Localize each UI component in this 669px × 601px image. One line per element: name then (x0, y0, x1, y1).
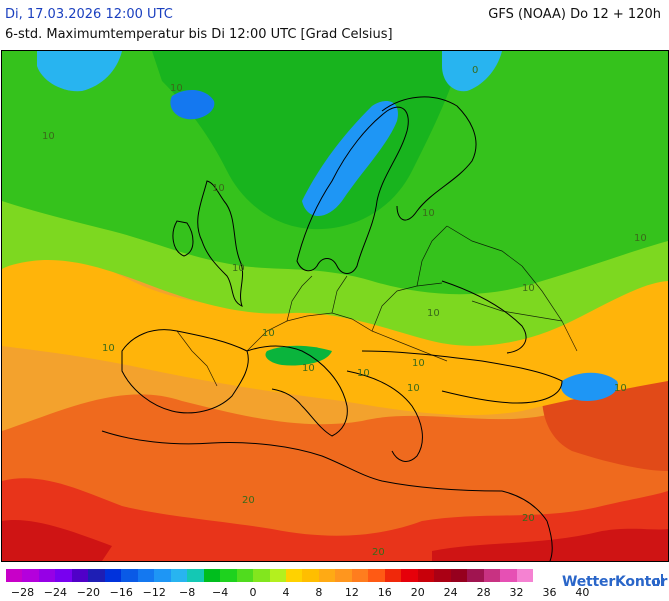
contour-label: 20 (242, 495, 255, 506)
legend-label: −24 (43, 586, 68, 599)
legend-swatch (269, 569, 286, 582)
cold-zone-northwest (37, 51, 122, 92)
legend-swatch (483, 569, 501, 582)
legend-swatch (203, 569, 221, 582)
legend-swatch (170, 569, 188, 582)
legend-label: −20 (76, 586, 100, 599)
legend-label: −16 (109, 586, 133, 599)
hot-zone-deep (2, 520, 668, 561)
legend-swatch (516, 569, 533, 582)
contour-label: 10 (614, 383, 627, 394)
contour-label: 10 (634, 233, 647, 244)
legend-swatch (55, 569, 72, 582)
legend-label: 24 (443, 586, 458, 599)
country-borders (176, 225, 578, 387)
map-description: 6-std. Maximumtemperatur bis Di 12:00 UT… (5, 27, 393, 42)
temperature-map-svg: 10 10 10 10 10 10 10 10 10 10 10 10 10 1… (2, 51, 668, 561)
legend-swatch (187, 569, 204, 582)
legend-swatch (154, 569, 171, 582)
legend-label: 4 (282, 586, 290, 599)
model-run-info: GFS (NOAA) Do 12 + 120h (488, 7, 661, 22)
mild-zone-central (2, 248, 668, 416)
contour-label: 20 (522, 513, 535, 524)
contour-label: 10 (262, 328, 275, 339)
contour-label: 10 (212, 183, 225, 194)
contour-label: 10 (170, 83, 183, 94)
legend-label: −8 (179, 586, 196, 599)
legend-swatch (368, 569, 385, 582)
legend-swatch (104, 569, 122, 582)
cold-zone-iceland (170, 89, 215, 120)
cold-zone-arctic (442, 51, 502, 92)
color-scale-labels: −28 −24 −20 −16 −12 −8 −4 0 4 8 12 16 20 24 28 32 36 40 (6, 586, 590, 601)
contour-label: 10 (302, 363, 315, 374)
contour-label: 10 (232, 263, 245, 274)
legend-swatch (121, 569, 138, 582)
legend-swatch (351, 569, 369, 582)
contour-labels: 10 10 10 10 10 10 10 10 10 10 10 10 10 1… (42, 65, 647, 558)
color-scale-legend (6, 569, 533, 582)
legend-swatch (467, 569, 484, 582)
legend-swatch (384, 569, 402, 582)
contour-label: 10 (42, 131, 55, 142)
legend-label: −12 (142, 586, 166, 599)
contour-label: 10 (407, 383, 420, 394)
legend-swatch (137, 569, 155, 582)
logo-signal-icon (653, 574, 663, 586)
cool-zone-green-core (152, 51, 462, 230)
legend-label: 20 (410, 586, 425, 599)
contour-label: 20 (372, 547, 385, 558)
legend-label: −28 (10, 586, 35, 599)
legend-label: 0 (249, 586, 257, 599)
contour-label: 10 (427, 308, 440, 319)
legend-swatch (88, 569, 105, 582)
legend-swatch (22, 569, 39, 582)
legend-label: 36 (542, 586, 557, 599)
hot-zone-sahara (2, 478, 668, 561)
contour-label: 10 (102, 343, 115, 354)
legend-label: −4 (211, 586, 229, 599)
coastlines (101, 96, 563, 561)
legend-swatch (220, 569, 237, 582)
wetterkontor-logo: WetterKontor (562, 574, 668, 590)
legend-label: 12 (344, 586, 359, 599)
contour-label: 10 (357, 368, 370, 379)
legend-swatch (434, 569, 451, 582)
temperature-map: 10 10 10 10 10 10 10 10 10 10 10 10 10 1… (1, 50, 669, 562)
legend-swatch (285, 569, 303, 582)
legend-label: 32 (509, 586, 524, 599)
legend-swatch (302, 569, 319, 582)
legend-swatch (38, 569, 56, 582)
legend-swatch (401, 569, 418, 582)
legend-label: 28 (476, 586, 491, 599)
contour-label: 0 (472, 65, 478, 76)
legend-swatch (318, 569, 336, 582)
legend-swatch (450, 569, 468, 582)
cold-zone-caucasus (560, 372, 618, 401)
contour-label: 10 (422, 208, 435, 219)
forecast-valid-time: Di, 17.03.2026 12:00 UTC (5, 7, 173, 22)
legend-label: 16 (377, 586, 392, 599)
legend-label: 40 (575, 586, 590, 599)
contour-label: 10 (522, 283, 535, 294)
cold-zone-scandinavia (302, 101, 398, 216)
legend-swatch (6, 569, 23, 582)
legend-swatch (335, 569, 352, 582)
cold-zone-alps (265, 345, 332, 366)
legend-swatch (71, 569, 89, 582)
legend-swatch (253, 569, 270, 582)
legend-swatch (500, 569, 517, 582)
legend-swatch (417, 569, 435, 582)
contour-label: 10 (412, 358, 425, 369)
legend-swatch (236, 569, 254, 582)
legend-label: 8 (315, 586, 323, 599)
